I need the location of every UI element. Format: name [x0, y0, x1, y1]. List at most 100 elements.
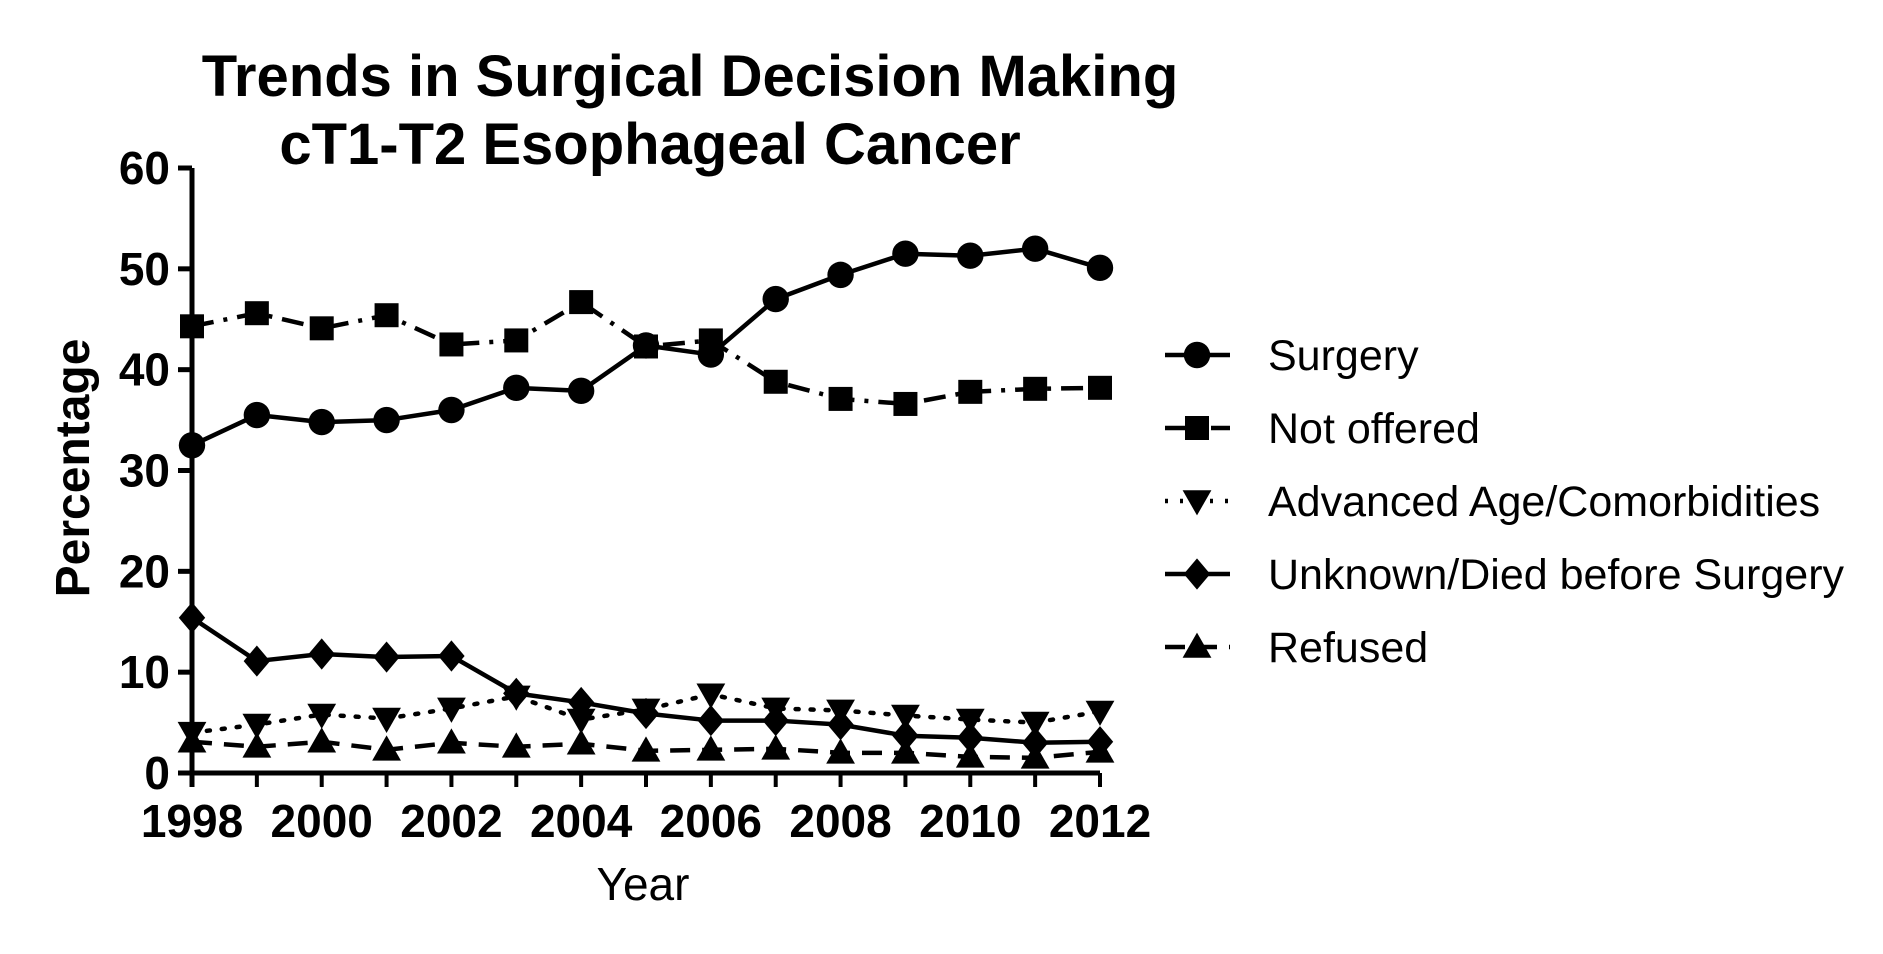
data-point	[958, 379, 983, 404]
x-tick-label: 2000	[271, 795, 373, 847]
y-axis-title: Percentage	[47, 339, 100, 598]
y-tick-label: 60	[119, 142, 170, 194]
data-point	[566, 708, 596, 734]
data-point	[696, 683, 726, 709]
data-point	[893, 391, 918, 416]
x-axis-title: Year	[597, 858, 690, 910]
legend-item[interactable]: Advanced Age/Comorbidities	[1165, 478, 1820, 526]
data-point	[698, 328, 723, 353]
data-point	[763, 369, 788, 394]
y-tick-label: 10	[119, 646, 170, 698]
data-point	[503, 677, 530, 709]
data-point	[828, 386, 853, 411]
data-point	[501, 732, 531, 758]
data-point	[631, 736, 661, 762]
data-point	[372, 707, 401, 733]
data-point	[1088, 375, 1112, 400]
data-point	[504, 328, 529, 353]
data-point	[569, 290, 594, 315]
data-point	[307, 727, 337, 753]
data-point	[567, 686, 595, 719]
y-tick-label: 0	[144, 747, 170, 799]
data-point	[761, 734, 791, 760]
legend-marker	[1185, 416, 1209, 440]
y-tick-label: 30	[119, 445, 170, 497]
data-point	[566, 729, 596, 755]
data-point	[827, 709, 854, 741]
data-point	[762, 285, 789, 313]
data-point	[696, 735, 726, 761]
data-point	[1021, 235, 1049, 262]
legend-label: Refused	[1268, 624, 1428, 672]
data-point	[243, 645, 271, 677]
y-tick-label: 20	[119, 545, 170, 597]
legend-item[interactable]: Unknown/Died before Surgery	[1165, 551, 1845, 599]
axes: 0 10 20 30 40 50 60 1998 2000 2002 2004 2006 2008 201…	[119, 142, 1151, 847]
series-3	[178, 602, 1114, 759]
data-point	[1020, 743, 1050, 769]
data-point	[634, 334, 658, 359]
data-point	[891, 704, 920, 730]
data-point	[438, 396, 465, 424]
legend-item[interactable]: Surgery	[1165, 332, 1419, 380]
data-point	[243, 401, 271, 429]
data-point	[180, 314, 204, 339]
data-point	[242, 713, 272, 739]
data-point	[1023, 376, 1048, 401]
series-line	[189, 692, 1103, 735]
x-tick-label: 2006	[660, 795, 762, 847]
data-point	[1021, 727, 1049, 759]
data-point	[1020, 711, 1050, 737]
x-tick-label: 1998	[141, 795, 243, 847]
legend-label: Surgery	[1268, 332, 1419, 380]
data-point	[892, 240, 919, 267]
data-point	[1085, 700, 1115, 726]
x-tick-label: 2008	[789, 795, 891, 847]
data-point	[244, 301, 269, 326]
data-point	[827, 261, 854, 289]
data-point	[437, 728, 466, 754]
legend-item[interactable]: Not offered	[1165, 405, 1480, 453]
data-point	[178, 602, 206, 634]
legend-label: Not offered	[1268, 405, 1480, 453]
legend-label: Unknown/Died before Surgery	[1268, 551, 1845, 599]
legend-marker	[1182, 490, 1212, 516]
x-tick-label: 2004	[530, 795, 633, 847]
chart-title: Trends in Surgical Decision Making	[202, 44, 1179, 109]
data-point	[308, 638, 335, 670]
data-point	[1086, 254, 1114, 282]
y-tick-label: 40	[119, 344, 170, 396]
data-point	[439, 332, 464, 357]
y-tick-label: 50	[119, 243, 170, 295]
legend-marker	[1183, 341, 1211, 369]
data-point	[309, 316, 334, 341]
data-point	[177, 727, 207, 753]
data-point	[373, 641, 400, 673]
x-tick-label: 2002	[400, 795, 502, 847]
data-point	[374, 303, 399, 328]
data-point	[437, 697, 466, 723]
legend-label: Advanced Age/Comorbidities	[1268, 478, 1820, 526]
data-point	[892, 720, 919, 752]
legend-marker	[1183, 558, 1211, 590]
data-point	[1085, 737, 1115, 763]
series-1	[180, 290, 1112, 416]
data-point	[957, 242, 984, 269]
data-point	[503, 374, 530, 402]
x-tick-label: 2012	[1049, 795, 1151, 847]
data-point	[955, 742, 985, 768]
data-point	[632, 697, 660, 730]
data-point	[955, 708, 985, 734]
series-4	[177, 727, 1115, 769]
x-tick-label: 2010	[919, 795, 1021, 847]
data-point	[373, 406, 400, 434]
data-point	[438, 640, 465, 672]
chart-subtitle: cT1-T2 Esophageal Cancer	[279, 112, 1020, 177]
plot-area	[177, 235, 1115, 769]
data-point	[957, 722, 984, 754]
legend-item[interactable]: Refused	[1165, 624, 1428, 672]
data-point	[891, 738, 920, 764]
data-point	[242, 732, 272, 758]
data-point	[308, 408, 335, 436]
data-point	[372, 735, 401, 761]
